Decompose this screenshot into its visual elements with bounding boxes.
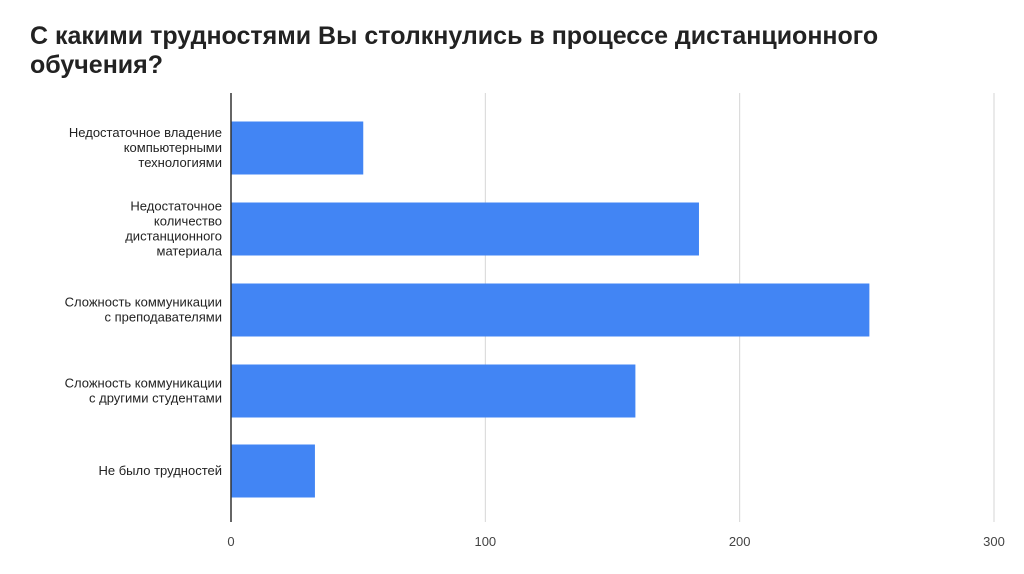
category-label-4-line-1: Сложность коммуникации [65, 376, 222, 391]
bar-3 [231, 283, 870, 337]
category-label-2-line-3: дистанционного [125, 229, 222, 244]
x-tick-label-300: 300 [983, 534, 1005, 549]
bars [231, 121, 870, 498]
x-tick-labels: 0 100 200 300 [227, 534, 1004, 549]
bar-4 [231, 364, 636, 418]
bar-1 [231, 121, 364, 175]
category-label-2-line-4: материала [157, 244, 223, 259]
category-label-3-line-2: с преподавателями [104, 310, 222, 325]
category-label-1-line-1: Недостаточное владение [69, 125, 222, 140]
category-label-2-line-1: Недостаточное [130, 199, 222, 214]
x-tick-label-0: 0 [227, 534, 234, 549]
category-label-3-line-1: Сложность коммуникации [65, 295, 222, 310]
x-tick-label-100: 100 [474, 534, 496, 549]
category-label-1-line-2: компьютерными [124, 140, 222, 155]
category-label-1-line-3: технологиями [138, 155, 222, 170]
category-label-4-line-2: с другими студентами [89, 391, 222, 406]
x-tick-label-200: 200 [729, 534, 751, 549]
bar-5 [231, 444, 315, 498]
bar-2 [231, 202, 699, 256]
category-labels: Недостаточное владениекомпьютернымитехно… [65, 125, 223, 478]
chart-title: С какими трудностями Вы столкнулись в пр… [30, 22, 879, 79]
category-label-5-line-1: Не было трудностей [99, 463, 223, 478]
category-label-2-line-2: количество [154, 214, 222, 229]
